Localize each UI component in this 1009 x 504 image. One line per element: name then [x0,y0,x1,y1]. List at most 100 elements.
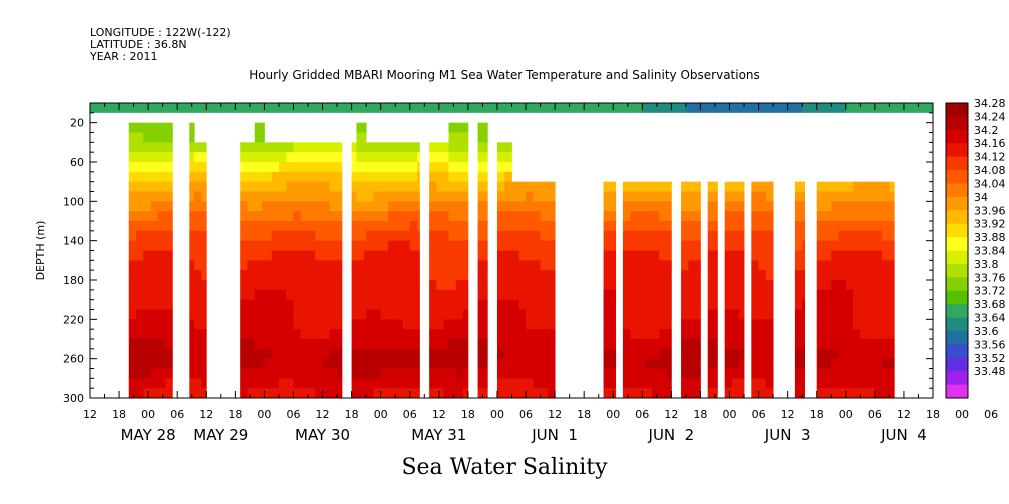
heatmap-cell [337,309,343,320]
data-segment [603,181,617,399]
heatmap-cell [622,270,631,281]
heatmap-cell [128,181,137,192]
heatmap-cell [547,201,556,212]
heatmap-cell [518,211,527,222]
heatmap-cell [201,378,207,389]
heatmap-cell [157,191,166,202]
heatmap-cell [831,289,839,301]
heatmap-cell [622,378,631,389]
heatmap-cell [271,388,280,399]
heatmap-cell [201,171,207,183]
heatmap-cell [496,250,505,261]
heatmap-cell [831,339,839,350]
heatmap-cell [816,378,825,389]
heatmap-cell [150,211,159,222]
heatmap-cell [402,142,411,153]
heatmap-cell [659,230,667,242]
heatmap-cell [823,378,832,389]
heatmap-cell [751,270,759,281]
heatmap-cell [823,299,832,310]
heatmap-cell [603,280,612,291]
heatmap-cell [271,191,280,202]
heatmap-cell [254,358,263,369]
heatmap-cell [603,358,612,369]
heatmap-cell [845,358,854,369]
heatmap-cell [802,289,806,301]
heatmap-cell [666,368,672,379]
heatmap-cell [540,339,549,350]
heatmap-cell [637,191,646,202]
heatmap-cell [436,368,445,379]
heatmap-cell [429,378,437,389]
heatmap-cell [477,122,486,133]
heatmap-cell [659,191,667,202]
heatmap-cell [300,388,309,399]
heatmap-cell [363,339,367,350]
heatmap-cell [794,230,803,242]
data-segment [356,122,367,399]
heatmap-cell [823,270,832,281]
heatmap-cell [695,289,701,301]
heatmap-cell [261,260,265,271]
heatmap-cell [739,388,745,399]
heatmap-cell [659,280,667,291]
heatmap-cell [366,211,374,222]
heatmap-cell [874,191,883,202]
heatmap-cell [322,181,331,192]
heatmap-cell [610,230,617,242]
heatmap-cell [150,358,159,369]
heatmap-cell [366,230,374,242]
heatmap-cell [286,319,294,330]
x-day-label: JUN 2 [648,426,695,444]
heatmap-cell [128,142,137,153]
heatmap-cell [731,289,740,301]
heatmap-cell [337,319,343,330]
heatmap-cell [128,240,137,251]
heatmap-cell [652,289,660,301]
heatmap-cell [278,142,287,153]
heatmap-cell [278,280,287,291]
heatmap-cell [286,230,294,242]
heatmap-cell [666,329,672,340]
heatmap-cell [739,358,745,369]
heatmap-cell [165,368,173,379]
heatmap-cell [739,329,745,340]
heatmap-cell [322,240,331,251]
surface-cell [278,103,294,113]
heatmap-cell [758,358,767,369]
heatmap-cell [526,388,534,399]
heatmap-cell [271,171,280,183]
heatmap-cell [707,319,716,330]
heatmap-cell [380,191,389,202]
heatmap-cell [838,299,847,310]
heatmap-cell [889,339,895,350]
heatmap-cell [351,329,357,340]
heatmap-cell [496,142,505,153]
heatmap-cell [409,309,418,320]
heatmap-cell [261,201,265,212]
heatmap-cell [443,230,449,242]
heatmap-cell [603,348,612,360]
heatmap-cell [765,201,774,212]
heatmap-cell [533,299,541,310]
heatmap-cell [261,348,265,360]
heatmap-cell [366,358,374,369]
heatmap-cell [714,280,718,291]
heatmap-cell [526,270,534,281]
heatmap-cell [293,329,302,340]
heatmap-cell [443,142,449,153]
heatmap-cell [363,299,367,310]
heatmap-cell [417,181,420,192]
heatmap-cell [681,289,689,301]
heatmap-cell [652,299,660,310]
heatmap-cell [254,171,263,183]
heatmap-cell [477,339,486,350]
heatmap-cell [637,260,646,271]
heatmap-cell [409,358,418,369]
heatmap-cell [867,280,876,291]
heatmap-cell [518,280,527,291]
heatmap-cell [707,358,716,369]
surface-cell [453,103,469,113]
heatmap-cell [261,270,265,281]
heatmap-cell [547,378,556,389]
